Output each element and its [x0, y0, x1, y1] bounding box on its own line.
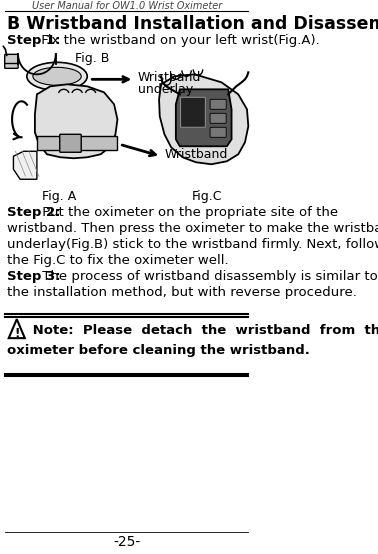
Text: Put the oximeter on the propriate site of the: Put the oximeter on the propriate site o… — [38, 206, 338, 219]
Text: Step 2:: Step 2: — [7, 206, 60, 219]
Text: Step 1:: Step 1: — [7, 34, 60, 47]
Text: the installation method, but with reverse procedure.: the installation method, but with revers… — [7, 286, 356, 299]
Text: wristband. Then press the oximeter to make the wristband: wristband. Then press the oximeter to ma… — [7, 222, 378, 235]
Text: Fig.C: Fig.C — [192, 190, 222, 203]
Text: B Wristband Installation and Disassembly: B Wristband Installation and Disassembly — [7, 16, 378, 33]
Text: User Manual for OW1.0 Wrist Oximeter: User Manual for OW1.0 Wrist Oximeter — [32, 1, 222, 12]
Ellipse shape — [27, 63, 87, 90]
Text: Fig. B: Fig. B — [75, 52, 110, 65]
Text: Wristband: Wristband — [164, 148, 228, 161]
Text: Fig. A: Fig. A — [42, 190, 76, 203]
Text: underlay: underlay — [138, 83, 193, 96]
Text: Fix the wristband on your left wrist(Fig.A).: Fix the wristband on your left wrist(Fig… — [37, 34, 320, 47]
Polygon shape — [176, 89, 232, 146]
Ellipse shape — [33, 68, 81, 85]
Polygon shape — [159, 74, 248, 165]
Polygon shape — [35, 84, 118, 158]
Polygon shape — [37, 136, 118, 150]
FancyBboxPatch shape — [5, 54, 18, 68]
Polygon shape — [14, 151, 37, 179]
Text: Wristband: Wristband — [138, 71, 201, 84]
Text: oximeter before cleaning the wristband.: oximeter before cleaning the wristband. — [7, 344, 310, 357]
Text: The process of wristband disassembly is similar to: The process of wristband disassembly is … — [38, 270, 378, 283]
Polygon shape — [9, 319, 25, 338]
FancyBboxPatch shape — [210, 127, 226, 137]
FancyBboxPatch shape — [60, 134, 81, 152]
Text: !: ! — [14, 327, 19, 340]
Text: Step 3:: Step 3: — [7, 270, 60, 283]
FancyBboxPatch shape — [181, 98, 205, 127]
Text: the Fig.C to fix the oximeter well.: the Fig.C to fix the oximeter well. — [7, 254, 228, 267]
Text: -25-: -25- — [113, 535, 141, 549]
FancyBboxPatch shape — [210, 114, 226, 124]
Text: underlay(Fig.B) stick to the wristband firmly. Next, follow: underlay(Fig.B) stick to the wristband f… — [7, 238, 378, 251]
FancyBboxPatch shape — [210, 99, 226, 109]
Text: Note:  Please  detach  the  wristband  from  the: Note: Please detach the wristband from t… — [28, 324, 378, 337]
